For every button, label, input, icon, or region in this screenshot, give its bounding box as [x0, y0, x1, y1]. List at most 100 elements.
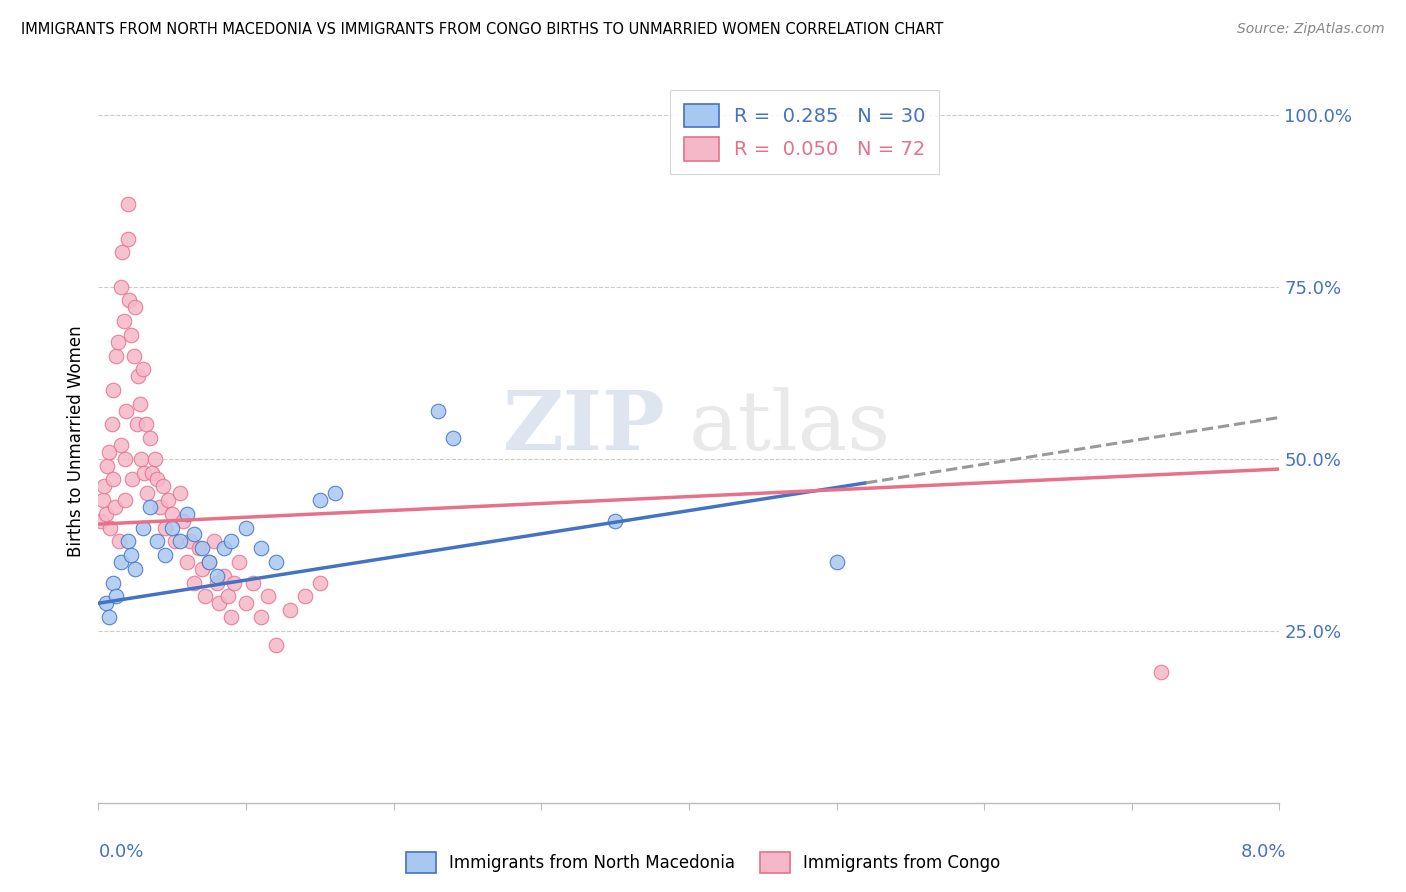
Point [169, 534, 191, 549]
Point [134, 466, 156, 480]
Point [124, 301, 146, 315]
Point [124, 562, 146, 576]
Point [198, 555, 221, 569]
Point [139, 500, 162, 514]
Point [194, 590, 217, 604]
Point [176, 507, 198, 521]
Point [217, 590, 239, 604]
Point [110, 438, 132, 452]
Point [264, 638, 287, 652]
Point [120, 548, 142, 562]
Point [825, 555, 848, 569]
Point [125, 417, 148, 432]
Point [205, 568, 228, 582]
Legend: R =  0.285   N = 30, R =  0.050   N = 72: R = 0.285 N = 30, R = 0.050 N = 72 [669, 90, 939, 175]
Point [94, 507, 117, 521]
Point [221, 610, 243, 624]
Point [172, 514, 194, 528]
Text: IMMIGRANTS FROM NORTH MACEDONIA VS IMMIGRANTS FROM CONGO BIRTHS TO UNMARRIED WOM: IMMIGRANTS FROM NORTH MACEDONIA VS IMMIG… [21, 22, 943, 37]
Point [117, 534, 139, 549]
Point [128, 397, 150, 411]
Point [97, 610, 120, 624]
Point [183, 527, 205, 541]
Point [146, 534, 169, 549]
Point [91, 493, 114, 508]
Point [143, 451, 166, 466]
Point [427, 403, 450, 417]
Point [100, 417, 122, 432]
Point [141, 466, 163, 480]
Point [441, 431, 464, 445]
Point [235, 596, 257, 610]
Point [112, 314, 135, 328]
Point [212, 541, 235, 556]
Point [198, 555, 221, 569]
Point [202, 534, 225, 549]
Point [162, 520, 183, 534]
Text: Source: ZipAtlas.com: Source: ZipAtlas.com [1237, 22, 1385, 37]
Point [250, 610, 273, 624]
Point [152, 479, 174, 493]
Point [187, 541, 209, 556]
Point [94, 596, 117, 610]
Point [117, 197, 139, 211]
Point [139, 431, 162, 445]
Point [309, 575, 332, 590]
Point [205, 575, 228, 590]
Point [183, 575, 205, 590]
Legend: Immigrants from North Macedonia, Immigrants from Congo: Immigrants from North Macedonia, Immigra… [399, 846, 1007, 880]
Point [104, 500, 127, 514]
Point [309, 493, 332, 508]
Point [221, 534, 243, 549]
Point [103, 472, 125, 486]
Point [110, 279, 132, 293]
Point [323, 486, 346, 500]
Point [280, 603, 302, 617]
Point [605, 514, 627, 528]
Text: ZIP: ZIP [503, 387, 665, 467]
Point [1150, 665, 1173, 679]
Point [107, 334, 129, 349]
Point [294, 590, 316, 604]
Point [132, 520, 155, 534]
Point [103, 383, 125, 397]
Point [93, 479, 115, 493]
Point [136, 486, 159, 500]
Point [97, 445, 120, 459]
Point [146, 472, 169, 486]
Point [212, 568, 235, 582]
Point [208, 596, 231, 610]
Point [250, 541, 273, 556]
Point [179, 534, 201, 549]
Point [135, 417, 157, 432]
Point [149, 500, 172, 514]
Text: 0.0%: 0.0% [98, 843, 143, 861]
Point [90, 514, 112, 528]
Text: 8.0%: 8.0% [1241, 843, 1286, 861]
Point [105, 590, 128, 604]
Point [117, 231, 139, 245]
Point [129, 451, 152, 466]
Point [111, 245, 134, 260]
Point [127, 369, 149, 384]
Point [103, 575, 125, 590]
Point [108, 534, 131, 549]
Text: atlas: atlas [689, 387, 891, 467]
Point [98, 520, 121, 534]
Point [191, 541, 214, 556]
Point [224, 575, 246, 590]
Point [176, 555, 198, 569]
Point [122, 349, 145, 363]
Point [153, 548, 176, 562]
Point [120, 327, 142, 342]
Point [264, 555, 287, 569]
Point [156, 493, 179, 508]
Y-axis label: Births to Unmarried Women: Births to Unmarried Women [66, 326, 84, 558]
Point [118, 293, 141, 308]
Point [132, 362, 155, 376]
Point [110, 555, 132, 569]
Point [242, 575, 264, 590]
Point [228, 555, 250, 569]
Point [153, 520, 176, 534]
Point [162, 507, 183, 521]
